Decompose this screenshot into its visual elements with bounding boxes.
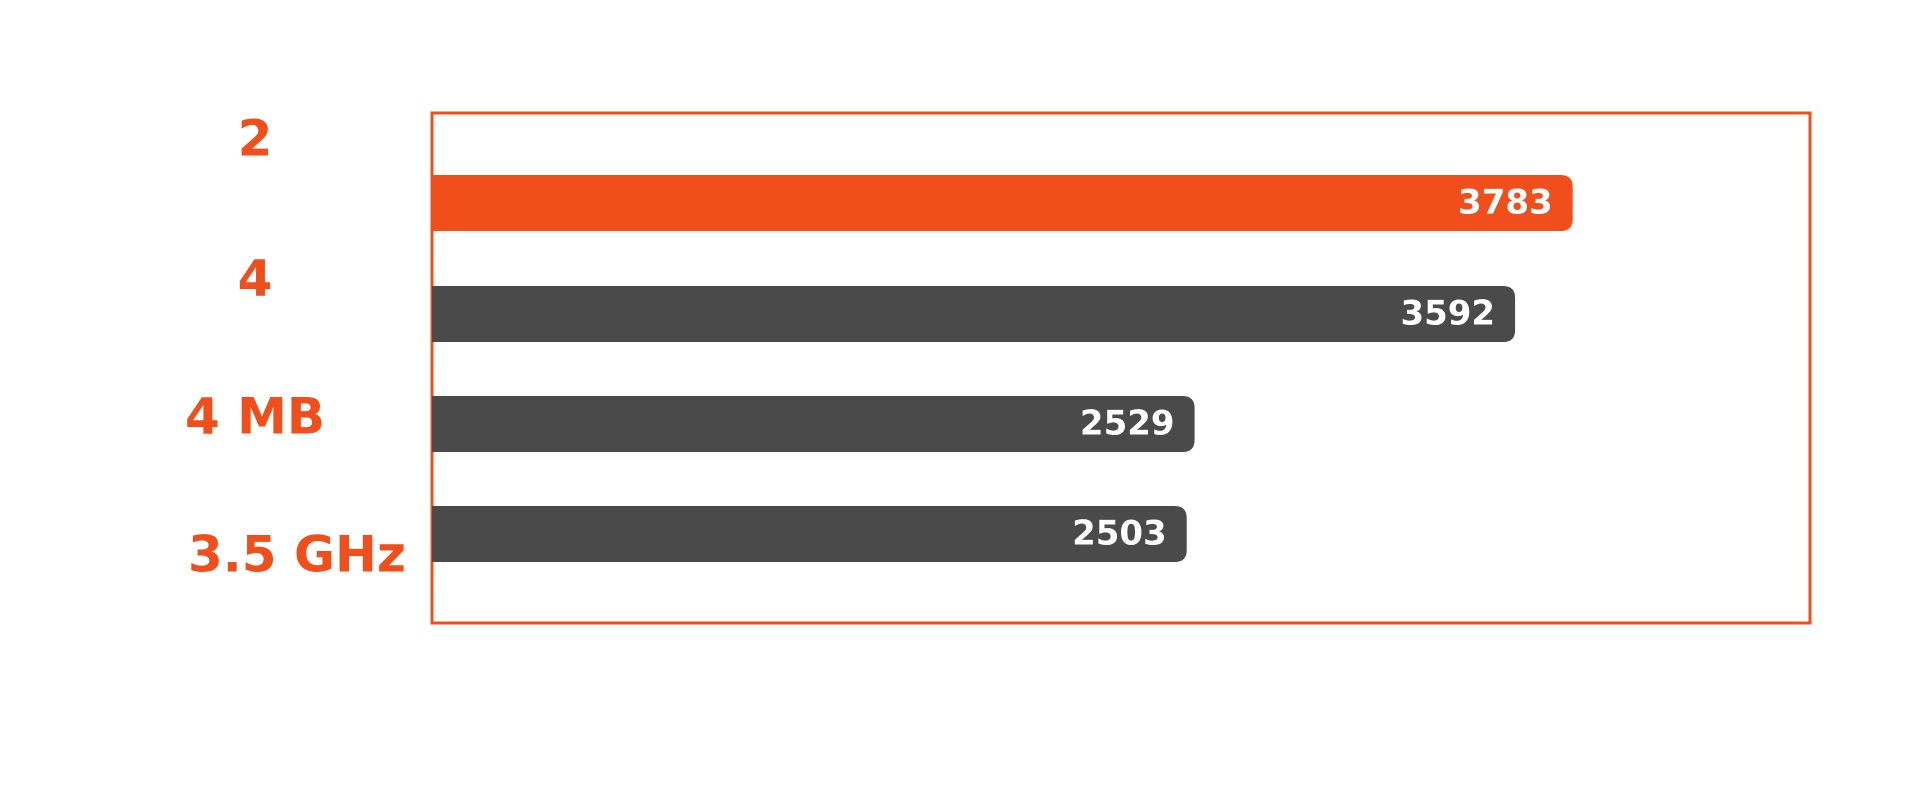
- bars: 3783 3592 2529 2503: [432, 175, 1573, 562]
- spec-label: 4: [238, 250, 273, 308]
- bar-value-label: 2529: [1080, 404, 1175, 444]
- bar: [432, 396, 1195, 452]
- spec-label: 4 MB: [185, 388, 325, 446]
- bar: [432, 175, 1573, 231]
- bar: [432, 286, 1516, 342]
- bar-value-label: 3592: [1400, 294, 1495, 334]
- bar-value-label: 2503: [1072, 514, 1167, 554]
- spec-label: 2: [238, 110, 273, 168]
- spec-label: 3.5 GHz: [188, 526, 406, 584]
- spec-labels: 2 4 4 MB 3.5 GHz: [185, 110, 406, 584]
- bar: [432, 506, 1187, 562]
- bar-value-label: 3783: [1458, 183, 1553, 223]
- plot-frame: [430, 111, 1812, 625]
